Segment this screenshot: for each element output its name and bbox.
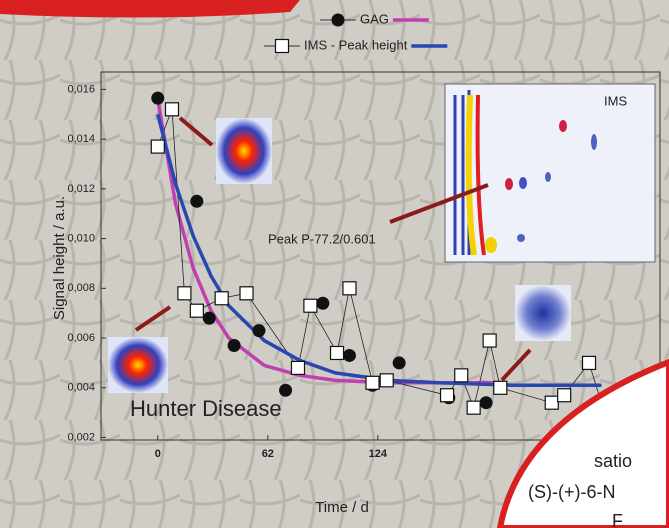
point <box>467 401 480 414</box>
ims-inset <box>445 84 655 262</box>
heatmap-inset <box>515 285 571 341</box>
x-tick-label: 0 <box>155 448 161 460</box>
y-tick-label: 0,004 <box>67 382 95 394</box>
point <box>228 339 241 352</box>
point <box>304 299 317 312</box>
point <box>483 334 496 347</box>
point <box>558 389 571 402</box>
legend-label: IMS - Peak height <box>304 37 408 52</box>
point <box>291 361 304 374</box>
point <box>343 349 356 362</box>
y-tick-label: 0,006 <box>67 332 95 344</box>
point <box>190 195 203 208</box>
x-tick-label: 124 <box>369 448 388 460</box>
heatmap-inset <box>216 118 272 184</box>
x-axis-label: Time / d <box>315 499 369 516</box>
point <box>178 287 191 300</box>
point <box>332 14 345 27</box>
point <box>276 40 289 53</box>
overlay-text: (S)-(+)-6-N <box>528 482 616 502</box>
y-tick-label: 0,010 <box>67 233 95 245</box>
point <box>494 381 507 394</box>
point <box>366 376 379 389</box>
point <box>343 282 356 295</box>
point <box>151 92 164 105</box>
chart-title: Hunter Disease <box>130 396 282 421</box>
y-tick-label: 0,012 <box>67 183 95 195</box>
y-tick-label: 0,014 <box>67 133 95 145</box>
annotation: IMS <box>604 93 627 108</box>
point <box>441 389 454 402</box>
overlay-text: F <box>612 511 623 528</box>
point <box>545 396 558 409</box>
point <box>480 396 493 409</box>
point <box>252 324 265 337</box>
annotation: Peak P-77.2/0.601 <box>268 231 376 246</box>
heatmap-inset <box>108 337 168 393</box>
y-tick-label: 0,008 <box>67 282 95 294</box>
point <box>279 384 292 397</box>
screenshot: 0,002 0,004 0,006 0,008 0,010 0,012 0,014 0,016… <box>0 0 669 528</box>
point <box>316 297 329 310</box>
y-tick-label: 0,016 <box>67 83 95 95</box>
point <box>380 374 393 387</box>
point <box>331 346 344 359</box>
y-axis-label: Signal height / a.u. <box>51 196 68 320</box>
point <box>190 304 203 317</box>
point <box>583 356 596 369</box>
x-tick-label: 62 <box>262 448 274 460</box>
point <box>165 103 178 116</box>
y-tick-label: 0,002 <box>67 431 95 443</box>
point <box>215 292 228 305</box>
point <box>151 140 164 153</box>
point <box>455 369 468 382</box>
overlay-text: satio <box>594 451 632 471</box>
legend-label: GAG <box>360 11 389 26</box>
point <box>240 287 253 300</box>
point <box>203 312 216 325</box>
point <box>393 356 406 369</box>
